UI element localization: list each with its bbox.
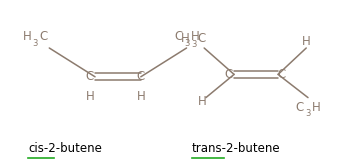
Text: 3: 3: [33, 39, 38, 48]
Text: H: H: [198, 95, 207, 108]
Text: H: H: [190, 30, 199, 43]
Text: 3: 3: [306, 109, 311, 118]
Text: cis-2-butene: cis-2-butene: [28, 142, 102, 155]
Text: H: H: [86, 89, 94, 103]
Text: H: H: [312, 101, 321, 114]
Text: H: H: [302, 35, 310, 48]
Text: C: C: [277, 68, 286, 81]
Text: trans-2-butene: trans-2-butene: [192, 142, 281, 155]
Text: H: H: [137, 89, 145, 103]
Text: C: C: [174, 30, 182, 43]
Text: C: C: [225, 68, 233, 81]
Text: C: C: [137, 70, 145, 83]
Text: C: C: [296, 101, 304, 114]
Text: 3: 3: [184, 39, 189, 48]
Text: C: C: [39, 30, 47, 43]
Text: H: H: [23, 30, 32, 43]
Text: 3: 3: [191, 40, 196, 49]
Text: H: H: [181, 32, 190, 45]
Text: C: C: [197, 32, 206, 45]
Text: C: C: [86, 70, 94, 83]
